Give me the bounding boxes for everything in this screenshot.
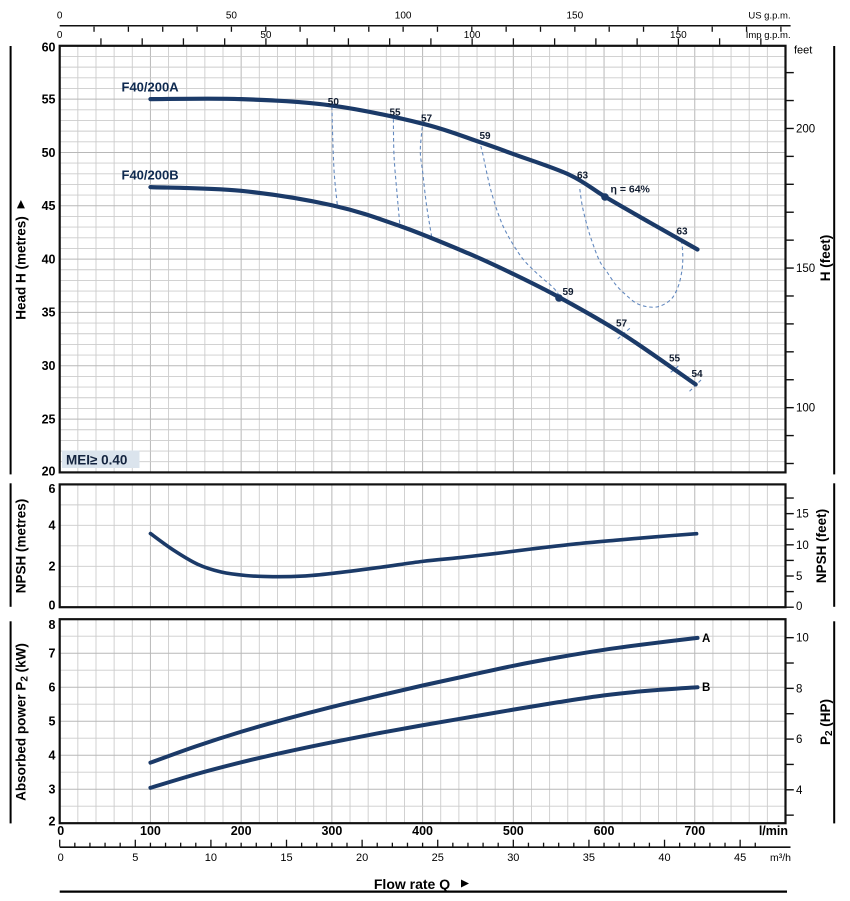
svg-text:4: 4 [49,519,56,533]
svg-text:45: 45 [734,852,746,864]
svg-text:0: 0 [796,601,802,613]
svg-text:2: 2 [49,815,56,829]
svg-text:15: 15 [280,852,292,864]
svg-text:20: 20 [42,465,56,479]
svg-text:4: 4 [796,785,803,797]
svg-text:10: 10 [796,633,809,645]
svg-text:F40/200A: F40/200A [122,80,180,95]
svg-text:0: 0 [58,852,64,864]
svg-text:200: 200 [231,824,252,838]
svg-text:US g.p.m.: US g.p.m. [748,11,790,22]
svg-text:15: 15 [796,509,809,521]
svg-text:A: A [702,633,710,645]
svg-text:7: 7 [49,647,56,661]
svg-text:100: 100 [796,403,815,415]
svg-text:3: 3 [49,783,56,797]
svg-text:63: 63 [577,171,589,182]
svg-text:63: 63 [677,226,689,237]
svg-text:300: 300 [321,824,342,838]
svg-text:100: 100 [140,824,161,838]
svg-text:8: 8 [49,618,56,632]
svg-text:25: 25 [42,412,56,426]
svg-text:500: 500 [503,824,524,838]
svg-text:100: 100 [395,11,412,22]
svg-text:m³/h: m³/h [770,852,791,864]
svg-text:P2 (HP): P2 (HP) [818,699,835,745]
svg-text:NPSH (feet): NPSH (feet) [814,509,829,583]
svg-text:0: 0 [57,11,63,22]
svg-text:0: 0 [57,30,63,41]
svg-text:10: 10 [796,540,809,552]
svg-text:feet: feet [794,45,812,57]
svg-text:35: 35 [42,306,56,320]
svg-text:57: 57 [616,318,628,329]
svg-text:6: 6 [49,681,56,695]
svg-text:20: 20 [356,852,368,864]
svg-text:55: 55 [669,353,681,364]
svg-text:700: 700 [684,824,705,838]
svg-text:2: 2 [49,560,56,574]
svg-text:40: 40 [42,252,56,266]
svg-text:50: 50 [226,11,238,22]
svg-text:10: 10 [205,852,217,864]
svg-text:60: 60 [42,41,56,55]
svg-text:150: 150 [796,263,815,275]
svg-text:55: 55 [42,92,56,106]
svg-text:25: 25 [432,852,444,864]
svg-text:6: 6 [49,482,56,496]
svg-text:54: 54 [692,369,704,380]
svg-text:57: 57 [421,113,433,124]
svg-text:4: 4 [49,749,56,763]
svg-text:5: 5 [132,852,138,864]
svg-text:F40/200B: F40/200B [122,168,179,183]
svg-text:200: 200 [796,123,815,135]
svg-text:150: 150 [567,11,584,22]
svg-text:40: 40 [658,852,670,864]
svg-text:5: 5 [796,571,802,583]
svg-text:600: 600 [594,824,615,838]
svg-text:59: 59 [563,287,575,298]
svg-text:59: 59 [480,131,492,142]
svg-text:150: 150 [670,30,687,41]
svg-text:MEI≥ 0.40: MEI≥ 0.40 [66,453,127,468]
svg-text:100: 100 [464,30,481,41]
svg-text:l/min: l/min [759,824,788,838]
svg-text:55: 55 [390,108,402,119]
svg-text:50: 50 [328,97,340,108]
svg-text:Head H (metres): Head H (metres) [14,216,29,320]
svg-text:5: 5 [49,715,56,729]
svg-text:8: 8 [796,683,802,695]
svg-text:0: 0 [49,599,56,613]
svg-text:45: 45 [42,199,56,213]
svg-text:Absorbed power P2 (kW): Absorbed power P2 (kW) [14,643,31,801]
svg-text:30: 30 [42,359,56,373]
svg-text:Flow rate Q: Flow rate Q [374,876,450,892]
svg-text:400: 400 [412,824,433,838]
svg-text:6: 6 [796,734,802,746]
svg-text:50: 50 [260,30,272,41]
svg-text:30: 30 [507,852,519,864]
svg-text:Imp g.p.m.: Imp g.p.m. [746,30,791,41]
svg-text:0: 0 [57,824,64,838]
svg-text:35: 35 [583,852,595,864]
svg-text:η = 64%: η = 64% [611,184,651,196]
svg-text:B: B [702,682,710,694]
svg-text:H (feet): H (feet) [818,235,833,282]
svg-text:50: 50 [42,146,56,160]
svg-text:NPSH (metres): NPSH (metres) [14,499,29,594]
